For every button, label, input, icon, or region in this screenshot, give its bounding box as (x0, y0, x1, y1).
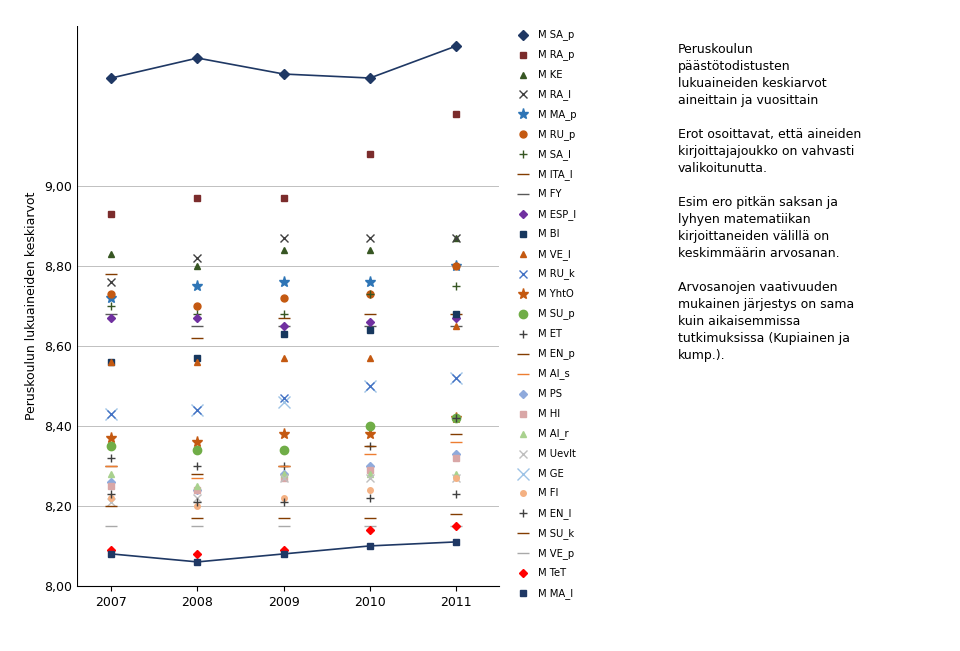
Text: M EN_l: M EN_l (539, 508, 571, 519)
Text: M RA_p: M RA_p (539, 49, 574, 60)
Text: M Al_r: M Al_r (539, 428, 569, 439)
Text: M VE_l: M VE_l (539, 249, 571, 260)
Text: M Al_s: M Al_s (539, 368, 570, 380)
Text: M YhtO: M YhtO (539, 289, 574, 299)
Text: M FY: M FY (539, 189, 562, 199)
Text: M BI: M BI (539, 229, 560, 239)
Text: M RA_l: M RA_l (539, 89, 571, 100)
Text: M SU_k: M SU_k (539, 528, 574, 539)
Text: M EN_p: M EN_p (539, 348, 575, 359)
Text: M KE: M KE (539, 70, 563, 79)
Text: M MA_l: M MA_l (539, 588, 573, 599)
Text: M GE: M GE (539, 469, 564, 478)
Text: M RU_k: M RU_k (539, 269, 575, 279)
Text: M HI: M HI (539, 409, 561, 419)
Text: M TeT: M TeT (539, 568, 566, 578)
Text: Peruskoulun
päästötodistusten
lukuaineiden keskiarvot
aineittain ja vuosittain

: Peruskoulun päästötodistusten lukuaineid… (678, 43, 861, 362)
Text: M PS: M PS (539, 389, 563, 398)
Text: M RU_p: M RU_p (539, 129, 575, 140)
Text: 12.11.2013: 12.11.2013 (14, 628, 85, 641)
Text: M SU_p: M SU_p (539, 309, 575, 320)
Text: M Uevlt: M Uevlt (539, 449, 576, 458)
Text: 15: 15 (480, 628, 496, 641)
Text: M ET: M ET (539, 329, 563, 339)
Text: M ITA_l: M ITA_l (539, 169, 573, 180)
Text: M ESP_l: M ESP_l (539, 209, 576, 219)
Text: M VE_p: M VE_p (539, 548, 574, 559)
Text: M FI: M FI (539, 488, 559, 499)
Text: M SA_p: M SA_p (539, 29, 574, 40)
Text: M SA_l: M SA_l (539, 149, 571, 159)
Y-axis label: Peruskoulun lukuaineiden keskiarvot: Peruskoulun lukuaineiden keskiarvot (25, 192, 38, 420)
Text: M MA_p: M MA_p (539, 109, 577, 120)
